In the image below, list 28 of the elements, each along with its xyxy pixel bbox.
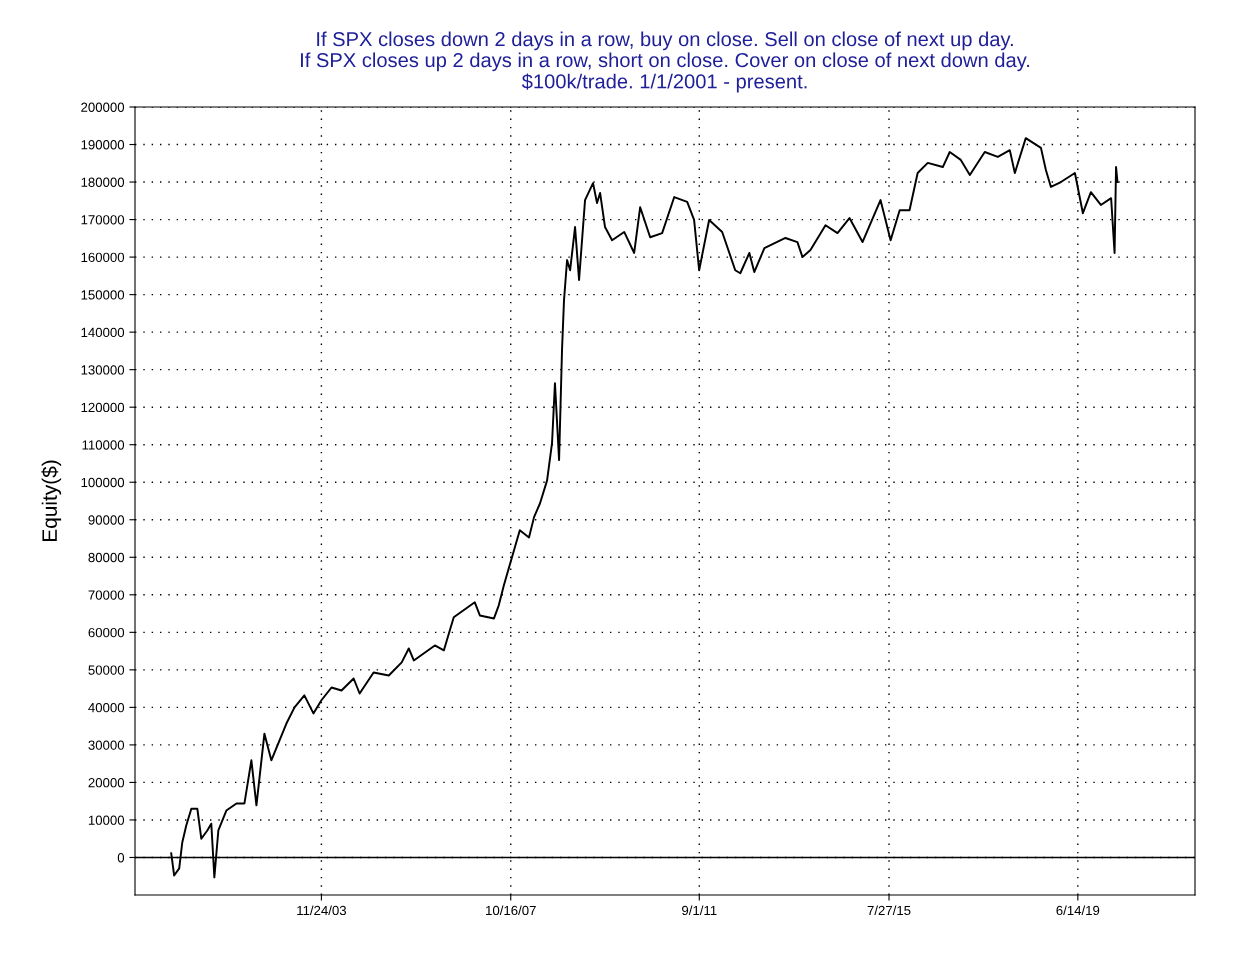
y-tick-label: 120000: [81, 402, 125, 413]
y-tick-label: 60000: [88, 627, 125, 638]
chart-title: If SPX closes down 2 days in a row, buy on close. Sell on close of next up day. If SPX closes up 2 days in a row, short on close. Cover on close of next down day. $100k/trade. 1/1/2001 - present.: [301, 31, 1030, 93]
y-tick-label: 20000: [88, 778, 125, 788]
x-tick-label: 10/16/07: [486, 905, 536, 916]
y-tick-label: 180000: [81, 177, 125, 187]
y-tick-label: 110000: [82, 440, 125, 450]
y-tick-label: 100000: [81, 477, 125, 488]
y-tick-label: 150000: [81, 290, 125, 300]
y-tick-label: 90000: [88, 515, 125, 525]
y-axis-title: Equity($): [41, 460, 62, 541]
y-tick-label: 0: [117, 853, 125, 863]
y-tick-label: 30000: [88, 740, 125, 750]
y-tick-label: 130000: [81, 365, 125, 375]
y-tick-label: 70000: [88, 590, 125, 600]
y-tick-label: 50000: [88, 665, 125, 675]
x-tick-label: 6/14/19: [1056, 905, 1100, 916]
y-tick-label: 170000: [81, 215, 125, 225]
y-tick-label: 40000: [88, 702, 125, 713]
y-tick-label: 80000: [88, 552, 125, 563]
x-tick-label: 11/24/03: [297, 905, 347, 916]
y-tick-label: 160000: [81, 252, 125, 263]
y-tick-label: 190000: [81, 140, 125, 150]
x-tick-label: 9/1/11: [682, 905, 717, 916]
x-tick-label: 7/27/15: [867, 905, 911, 916]
y-tick-label: 140000: [81, 327, 125, 338]
y-tick-label: 10000: [88, 815, 125, 825]
y-tick-label: 200000: [81, 102, 125, 112]
